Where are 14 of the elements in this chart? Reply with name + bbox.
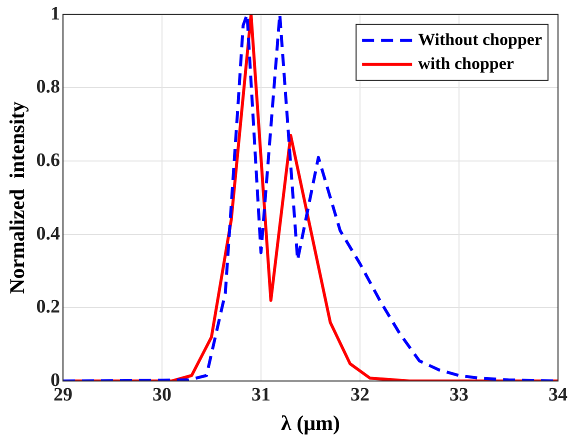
y-tick-label: 0.8	[36, 76, 60, 98]
x-tick-label: 30	[152, 384, 172, 406]
x-tick-label: 34	[548, 384, 568, 406]
x-tick-label: 31	[251, 384, 270, 406]
y-tick-label: 0.4	[36, 223, 60, 244]
x-tick-label: 32	[350, 384, 370, 406]
legend-label: with chopper	[418, 54, 514, 73]
legend-label: Without chopper	[418, 30, 542, 49]
x-axis-title: λ (μm)	[281, 410, 340, 435]
y-tick-label: 0.2	[36, 296, 60, 318]
x-tick-label: 33	[449, 384, 468, 406]
y-tick-label: 0.6	[36, 150, 60, 171]
y-axis-title: Normalized intensity	[5, 100, 30, 294]
y-tick-label: 1	[50, 3, 60, 24]
